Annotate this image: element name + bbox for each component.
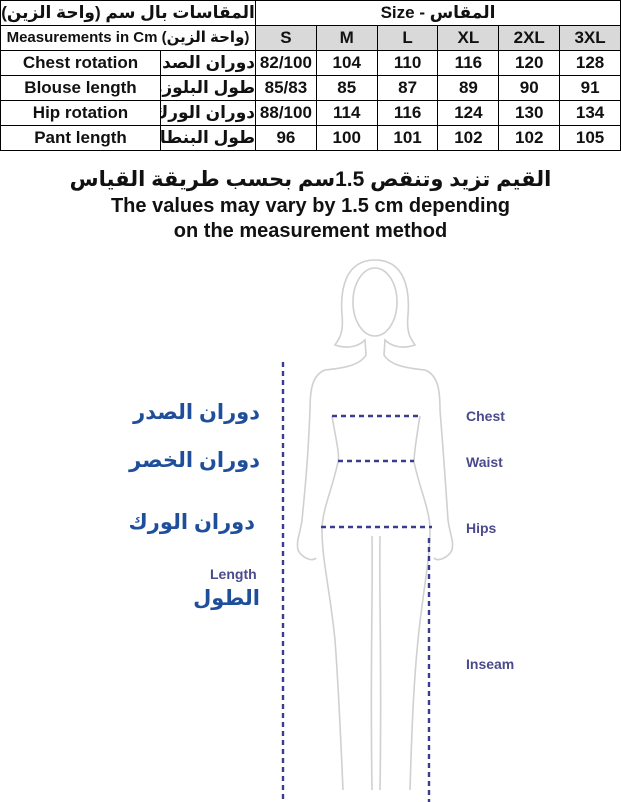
row-label-en: Hip rotation	[0, 100, 161, 126]
size-value: 110	[376, 50, 439, 76]
label-waist-en: Waist	[466, 454, 503, 470]
size-value: 104	[315, 50, 378, 76]
size-value: 90	[498, 75, 561, 101]
size-value: 124	[437, 100, 500, 126]
row-label-ar: دوران الصدر	[160, 50, 256, 76]
size-value: 102	[437, 125, 500, 151]
header-left-ar: المقاسات بال سم (واحة الزين)	[0, 0, 256, 26]
size-value: 130	[498, 100, 561, 126]
size-header: S	[255, 25, 317, 51]
size-value: 114	[315, 100, 378, 126]
label-chest-ar: دوران الصدر	[133, 401, 260, 424]
label-waist-ar: دوران الخصر	[129, 449, 260, 472]
size-value: 85	[315, 75, 378, 101]
size-value: 116	[376, 100, 439, 126]
table-row: Chest rotation دوران الصدر 82/100 104 110 116…	[0, 50, 621, 76]
size-value: 96	[255, 125, 317, 151]
size-value: 120	[498, 50, 561, 76]
row-label-en: Blouse length	[0, 75, 161, 101]
label-hips-en: Hips	[466, 520, 497, 536]
size-value: 82/100	[255, 50, 317, 76]
row-label-ar: طول البلوزة	[160, 75, 256, 101]
header-size: Size - المقاس	[255, 0, 621, 26]
note-english-2: on the measurement method	[173, 220, 448, 242]
label-chest-en: Chest	[466, 408, 505, 424]
size-value: 89	[437, 75, 500, 101]
row-label-en: Chest rotation	[0, 50, 161, 76]
header-measurements: Measurements in Cm (واحة الزين)	[0, 25, 256, 51]
size-header: 3XL	[559, 25, 621, 51]
label-length-en: Length	[210, 566, 257, 582]
size-value: 128	[559, 50, 621, 76]
size-header: XL	[437, 25, 500, 51]
size-header: L	[376, 25, 439, 51]
size-value: 85/83	[255, 75, 317, 101]
row-label-ar: دوران الورك	[160, 100, 256, 126]
note-arabic: القيم تزيد وتنقص 1.5سم بحسب طريقة القياس	[69, 168, 552, 191]
size-value: 116	[437, 50, 500, 76]
size-value: 87	[376, 75, 439, 101]
label-length-ar: الطول	[193, 587, 260, 610]
size-table: المقاسات بال سم (واحة الزين) Size - المق…	[0, 0, 621, 151]
size-value: 91	[559, 75, 621, 101]
size-value: 134	[559, 100, 621, 126]
label-hip-ar: دوران الورك	[128, 511, 255, 534]
row-label-en: Pant length	[0, 125, 161, 151]
size-value: 100	[315, 125, 378, 151]
label-inseam-en: Inseam	[466, 656, 515, 672]
size-value: 102	[498, 125, 561, 151]
size-value: 101	[376, 125, 439, 151]
table-row: Hip rotation دوران الورك 88/100 114 116 124 13…	[0, 100, 621, 126]
body-figure	[281, 259, 454, 802]
size-header: M	[315, 25, 378, 51]
size-value: 88/100	[255, 100, 317, 126]
row-label-ar: طول البنطال	[160, 125, 256, 151]
table-row: Blouse length طول البلوزة 85/83 85 87 89 90 91	[0, 75, 621, 101]
size-value: 105	[559, 125, 621, 151]
size-header: 2XL	[498, 25, 561, 51]
note-english-1: The values may vary by 1.5 cm depending	[110, 195, 511, 217]
